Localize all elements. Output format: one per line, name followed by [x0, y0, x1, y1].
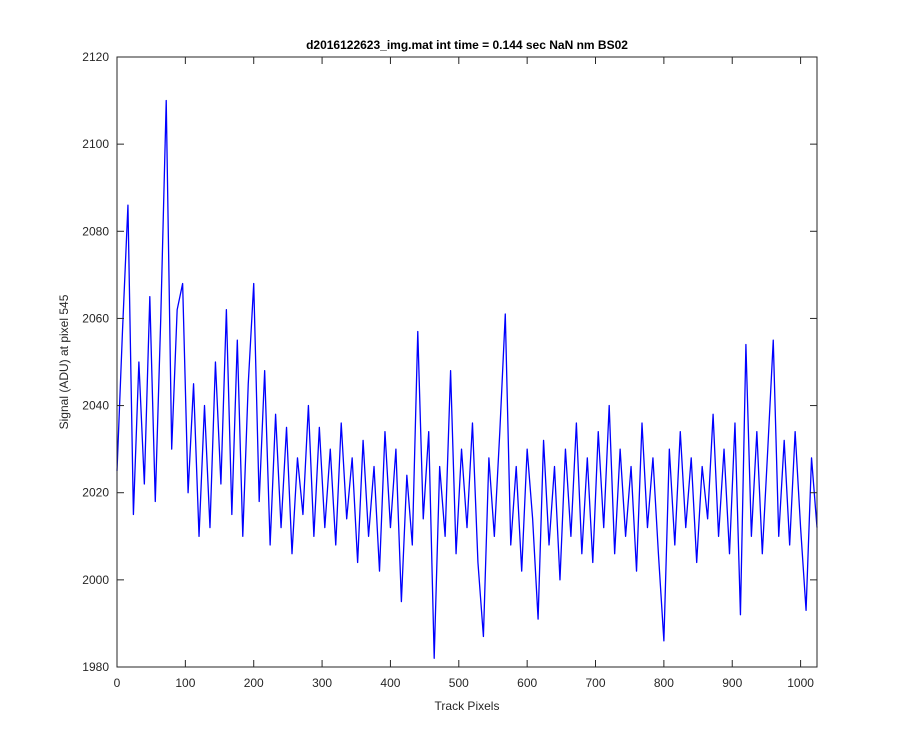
y-tick-label: 2020: [82, 486, 109, 500]
y-tick-label: 2120: [82, 50, 109, 64]
x-tick-label: 0: [114, 676, 121, 690]
x-tick-label: 200: [244, 676, 264, 690]
chart-title: d2016122623_img.mat int time = 0.144 sec…: [306, 38, 628, 52]
x-tick-label: 700: [586, 676, 606, 690]
x-tick-label: 100: [175, 676, 195, 690]
x-tick-label: 800: [654, 676, 674, 690]
data-line: [116, 99, 818, 659]
y-tick-label: 2080: [82, 224, 109, 238]
x-axis-label: Track Pixels: [435, 699, 500, 713]
x-tick-label: 600: [517, 676, 537, 690]
y-axis-label: Signal (ADU) at pixel 545: [57, 294, 71, 429]
x-tick-label: 900: [722, 676, 742, 690]
x-tick-label: 300: [312, 676, 332, 690]
y-tick-label: 1980: [82, 660, 109, 674]
y-tick-label: 2100: [82, 137, 109, 151]
x-tick-label: 1000: [787, 676, 814, 690]
plot-frame: [116, 56, 818, 668]
x-tick-label: 400: [380, 676, 400, 690]
x-tick-label: 500: [449, 676, 469, 690]
y-tick-label: 2060: [82, 311, 109, 325]
y-tick-label: 2040: [82, 399, 109, 413]
y-tick-label: 2000: [82, 573, 109, 587]
